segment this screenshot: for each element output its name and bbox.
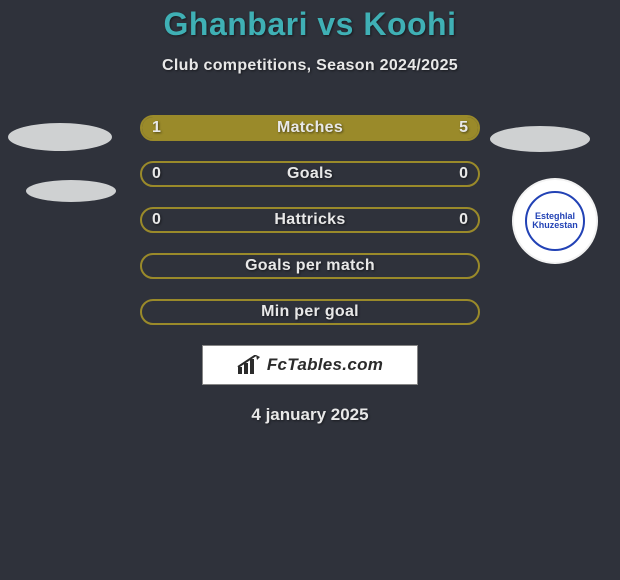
club-logo-inner: Esteghlal Khuzestan — [525, 191, 585, 251]
club-logo-text: Esteghlal Khuzestan — [527, 212, 583, 230]
subtitle: Club competitions, Season 2024/2025 — [0, 57, 620, 75]
stat-bar-value-right: 0 — [459, 211, 468, 229]
stat-bar: Goals per match — [140, 253, 480, 279]
player-left-avatar-ellipse-1 — [8, 123, 112, 151]
stat-bar-value-right: 5 — [459, 119, 468, 137]
stat-bar: Hattricks 0 0 — [140, 207, 480, 233]
stat-bar-label: Min per goal — [261, 303, 359, 321]
stat-bar: Min per goal — [140, 299, 480, 325]
chart-icon — [237, 355, 263, 375]
date-label: 4 january 2025 — [0, 405, 620, 425]
comparison-card: Ghanbari vs Koohi Club competitions, Sea… — [0, 0, 620, 580]
page-title: Ghanbari vs Koohi — [0, 6, 620, 43]
stat-bar: Goals 0 0 — [140, 161, 480, 187]
stat-bar-label: Matches — [277, 119, 343, 137]
stat-bar-value-left: 1 — [152, 119, 161, 137]
stat-bar-value-left: 0 — [152, 211, 161, 229]
stat-bar-value-left: 0 — [152, 165, 161, 183]
stat-bar-value-right: 0 — [459, 165, 468, 183]
stat-bar-label: Goals per match — [245, 257, 375, 275]
stat-bar: Matches 1 5 — [140, 115, 480, 141]
brand-text: FcTables.com — [267, 355, 383, 375]
stat-bars: Matches 1 5 Goals 0 0 Hattricks 0 0 Goals per mat… — [140, 115, 480, 325]
stat-bar-fill-left — [142, 117, 199, 139]
brand-box[interactable]: FcTables.com — [202, 345, 418, 385]
player-right-avatar-ellipse — [490, 126, 590, 152]
club-logo: Esteghlal Khuzestan — [512, 178, 598, 264]
stat-bar-label: Hattricks — [274, 211, 345, 229]
player-left-avatar-ellipse-2 — [26, 180, 116, 202]
stat-bar-label: Goals — [287, 165, 333, 183]
